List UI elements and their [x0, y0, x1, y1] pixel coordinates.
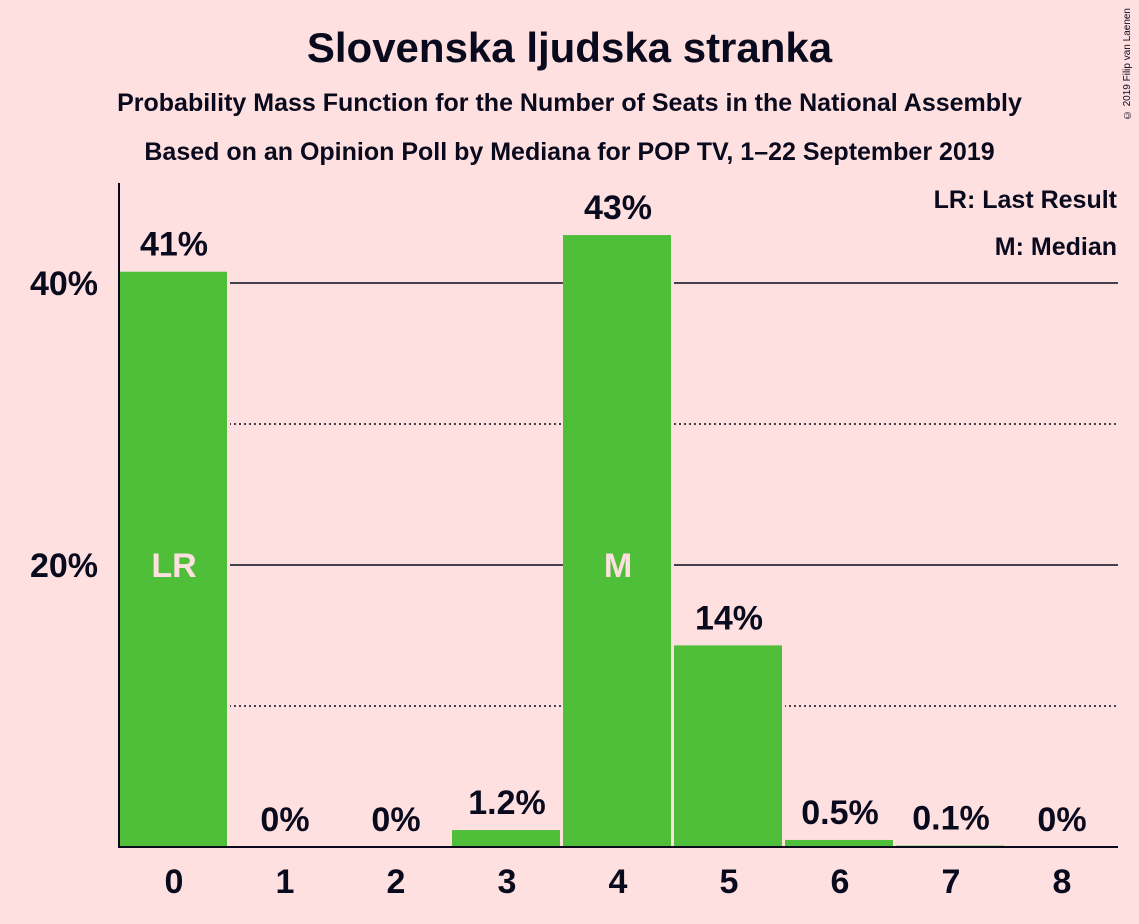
bar-value-label: 14%	[695, 599, 763, 637]
x-tick-label: 4	[609, 863, 628, 901]
bar-value-label: 0.5%	[801, 794, 879, 832]
bar	[119, 271, 227, 848]
bar	[452, 830, 560, 847]
y-tick-label: 40%	[30, 265, 98, 303]
x-tick-label: 8	[1053, 863, 1072, 901]
legend-median: M: Median	[994, 233, 1117, 261]
bar-value-label: 0.1%	[912, 800, 990, 838]
bar-value-label: 0%	[260, 801, 309, 839]
bar-marker-label: M	[604, 547, 632, 585]
chart-subtitle: Probability Mass Function for the Number…	[117, 89, 1022, 117]
x-tick-label: 1	[276, 863, 295, 901]
bar-value-label: 0%	[1037, 801, 1086, 839]
bar	[674, 645, 782, 847]
bar-value-label: 43%	[584, 189, 652, 227]
x-tick-label: 0	[165, 863, 184, 901]
chart-subtitle-source: Based on an Opinion Poll by Mediana for …	[144, 138, 995, 166]
chart-title: Slovenska ljudska stranka	[306, 24, 833, 71]
bar-value-label: 41%	[140, 226, 208, 264]
bar	[563, 235, 671, 847]
bar-value-label: 0%	[371, 801, 420, 839]
x-tick-label: 6	[831, 863, 850, 901]
bar-marker-label: LR	[151, 547, 196, 585]
x-tick-label: 5	[720, 863, 739, 901]
x-tick-label: 3	[498, 863, 517, 901]
legend-last-result: LR: Last Result	[933, 186, 1117, 214]
x-tick-label: 2	[387, 863, 406, 901]
bar-value-label: 1.2%	[468, 784, 546, 822]
bar	[785, 839, 893, 847]
y-tick-label: 20%	[30, 547, 98, 585]
x-tick-label: 7	[942, 863, 961, 901]
